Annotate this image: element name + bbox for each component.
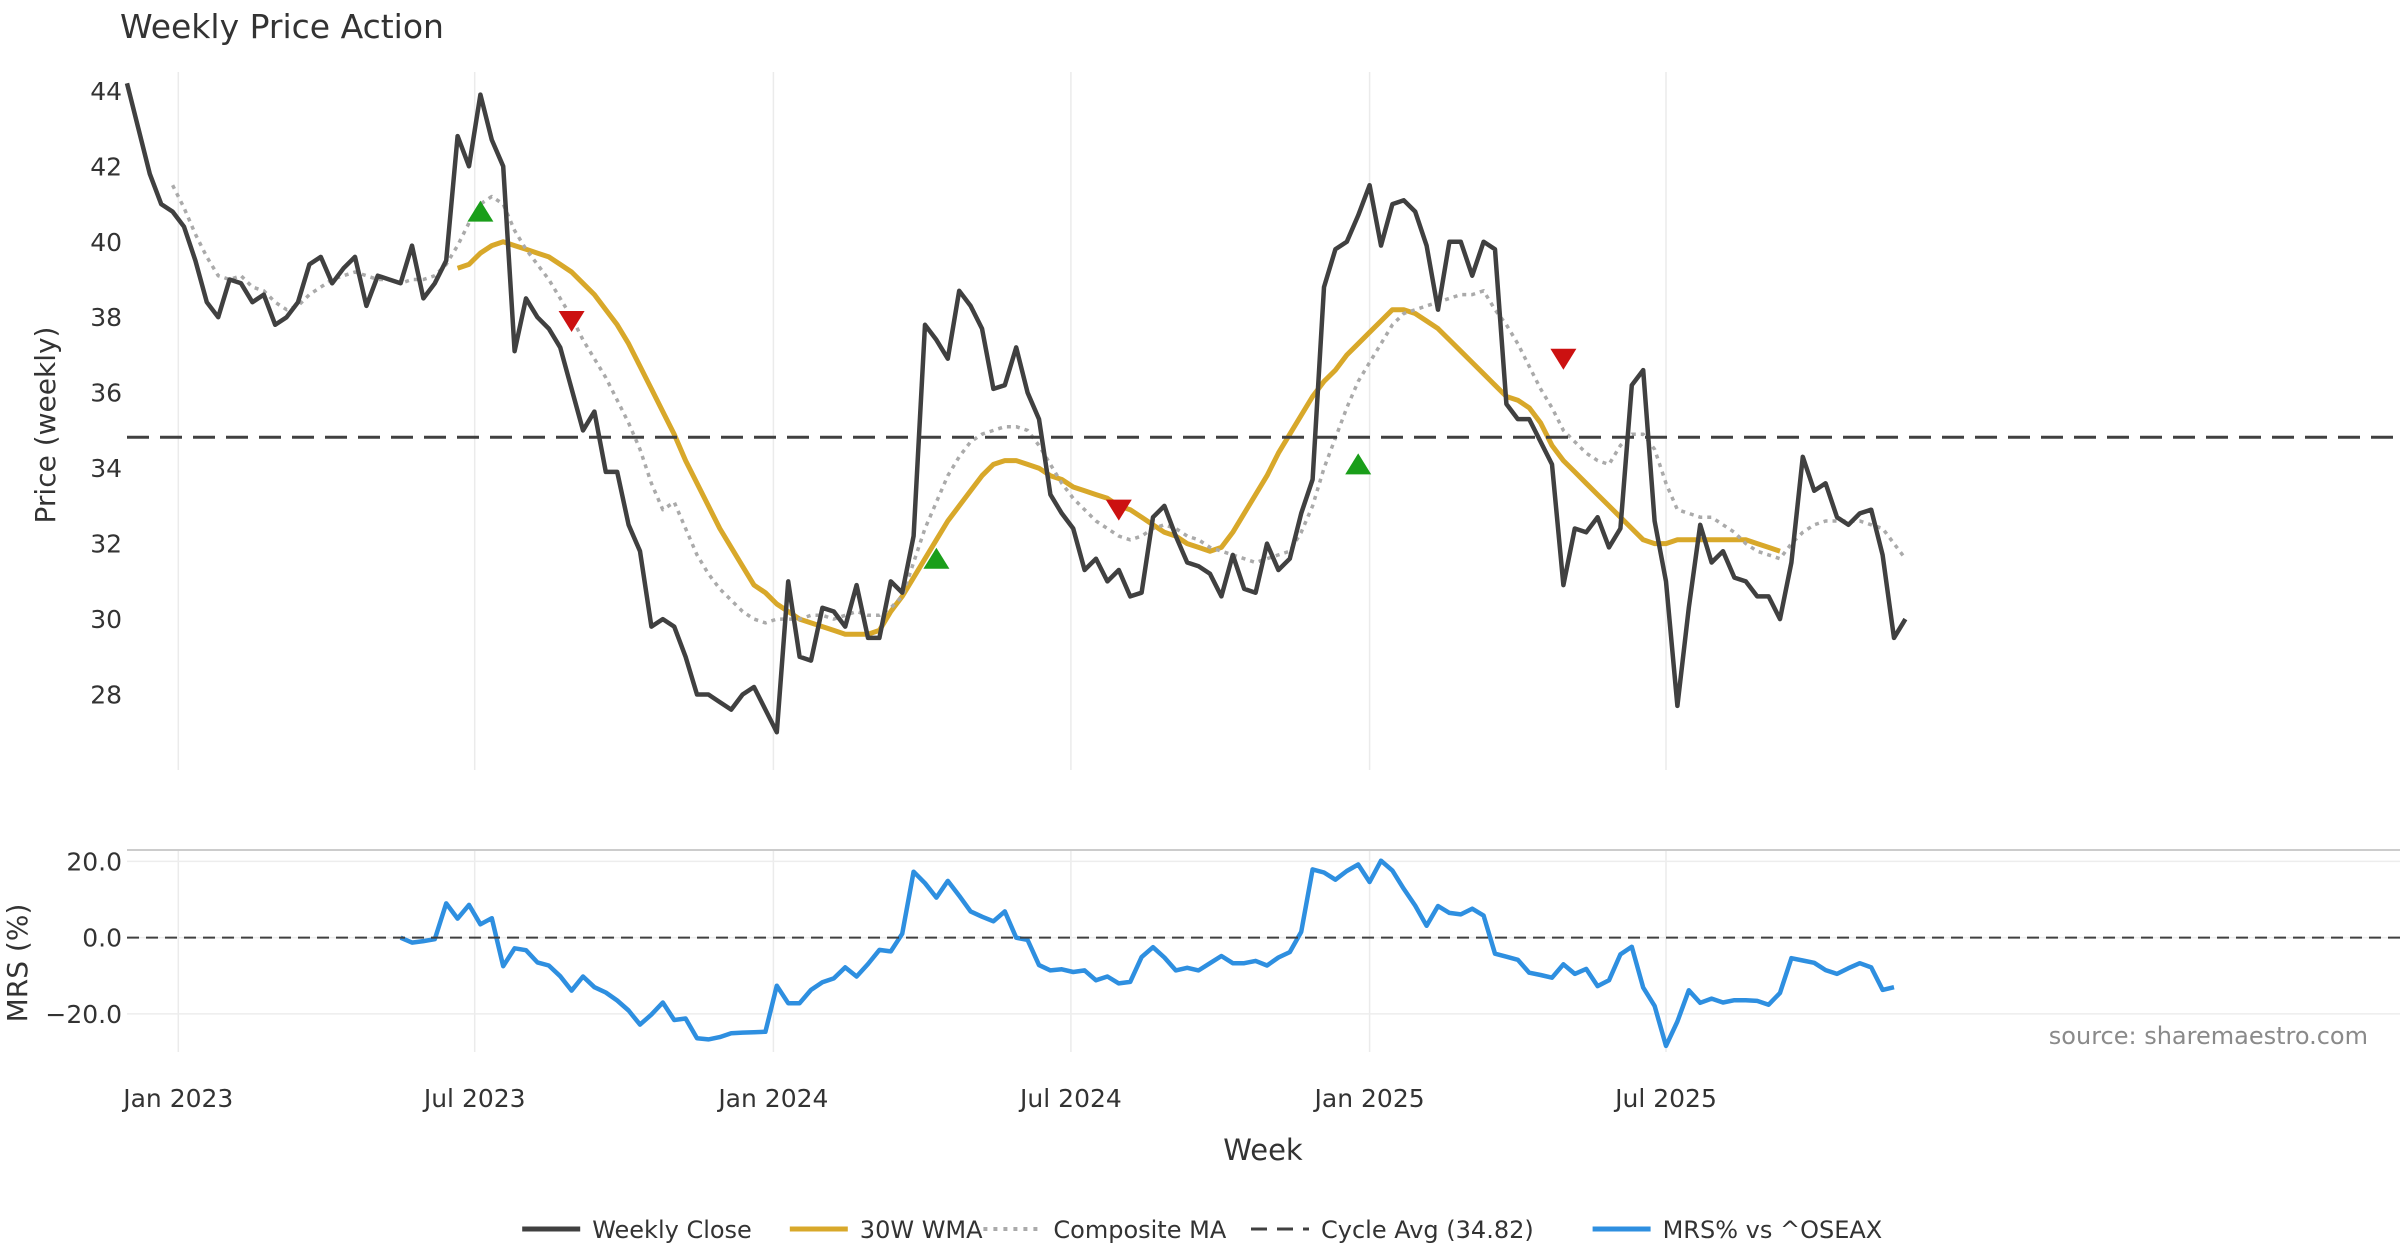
x-tick-label: Jul 2023 [422,1084,526,1113]
buy-signal-marker [1345,453,1372,475]
upper-y-tick-label: 38 [90,303,122,332]
sell-signal-marker [1550,348,1577,370]
mrs-line [399,858,1895,1049]
upper-gridlines [177,72,1667,770]
upper-y-tick-label: 40 [90,228,122,257]
legend: Weekly Close 30W WMA Composite MA Cycle Avg… [522,1216,1882,1244]
source-annotation: source: sharemaestro.com [2049,1022,2368,1050]
legend-label: MRS% vs ^OSEAX [1663,1216,1883,1244]
lower-y-axis-label: MRS (%) [1,904,34,1023]
x-tick-label: Jan 2025 [1313,1084,1425,1113]
legend-label: Cycle Avg (34.82) [1321,1216,1534,1244]
upper-y-axis-label: Price (weekly) [29,327,62,524]
lower-y-tick-label: 0.0 [82,924,122,953]
chart-title: Weekly Price Action [120,7,444,46]
buy-signal-marker [467,200,494,222]
legend-item: Cycle Avg (34.82) [1251,1216,1534,1244]
legend-label: Composite MA [1053,1216,1226,1244]
upper-y-tick-label: 30 [90,605,122,634]
lower-y-tick-label: −20.0 [45,1000,122,1029]
x-tick-label: Jan 2023 [121,1084,233,1113]
upper-y-tick-label: 44 [90,77,122,106]
x-tick-label: Jan 2024 [716,1084,828,1113]
legend-item: 30W WMA [789,1216,983,1244]
lower-plot-area: 20.0 0.0 −20.0 Jan 2023 Jul 2023 Jan 2024 Jul … [45,847,2400,1113]
upper-y-tick-label: 28 [90,681,122,710]
legend-item: Composite MA [983,1216,1227,1244]
upper-y-tick-label: 42 [90,152,122,181]
upper-y-tick-label: 36 [90,379,122,408]
upper-plot-area: 28 30 32 34 36 38 40 42 44 [90,77,2400,735]
weekly-close-line [124,82,1908,735]
legend-label: Weekly Close [592,1216,752,1244]
upper-y-tick-label: 32 [90,530,122,559]
lower-y-tick-label: 20.0 [66,847,122,876]
composite-ma-line [171,184,1907,625]
upper-y-tick-label: 34 [90,454,122,483]
legend-label: 30W WMA [860,1216,983,1244]
x-axis-label: Week [1223,1133,1303,1167]
sell-signal-marker [1105,499,1132,521]
legend-item: Weekly Close [522,1216,752,1244]
x-tick-label: Jul 2024 [1018,1084,1122,1113]
legend-item: MRS% vs ^OSEAX [1592,1216,1883,1244]
buy-signal-marker [923,547,950,569]
sell-signal-marker [558,311,585,333]
x-tick-label: Jul 2025 [1613,1084,1717,1113]
